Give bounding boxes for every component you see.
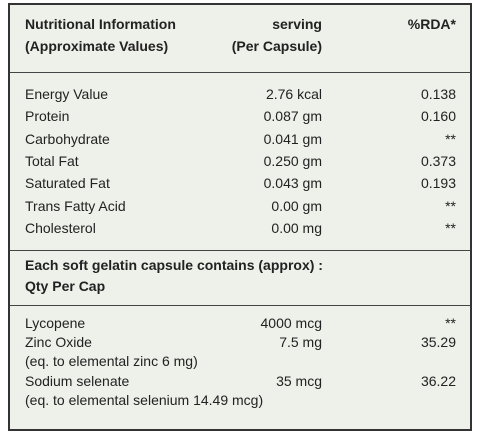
nutrient-name: Carbohydrate <box>25 130 110 147</box>
ingredient-qty: 35 mcg <box>276 373 322 389</box>
header-label: serving <box>272 16 322 32</box>
nutrient-rda: ** <box>445 197 456 214</box>
ingredient-rda: 36.22 <box>420 373 456 389</box>
nutrient-name: Cholesterol <box>25 219 96 236</box>
nutrient-name: Trans Fatty Acid <box>25 197 126 214</box>
section-subtitle: Qty Per Cap <box>25 278 106 294</box>
header-label: %RDA* <box>407 16 456 32</box>
ingredient-note: (eq. to elemental selenium 14.49 mcg) <box>25 392 264 408</box>
nutrient-name: Protein <box>25 108 70 125</box>
nutrient-rda: ** <box>445 130 456 147</box>
ingredient-qty: 7.5 mg <box>279 334 322 350</box>
nutrient-rda: 0.160 <box>420 108 456 125</box>
nutrient-serving: 0.087 gm <box>263 108 322 125</box>
divider <box>10 250 470 251</box>
ingredient-name: Zinc Oxide <box>25 334 92 350</box>
ingredient-qty: 4000 mcg <box>260 315 322 331</box>
section-title: Each soft gelatin capsule contains (appr… <box>25 257 323 273</box>
nutrient-rda: ** <box>445 219 456 236</box>
nutrient-name: Saturated Fat <box>25 175 110 192</box>
ingredient-rda: ** <box>445 315 456 331</box>
header-label: Nutritional Information <box>25 16 176 32</box>
ingredient-note: (eq. to elemental zinc 6 mg) <box>25 353 198 369</box>
nutrient-rda: 0.373 <box>420 152 456 169</box>
nutrient-name: Total Fat <box>25 152 79 169</box>
nutrient-serving: 2.76 kcal <box>265 86 322 102</box>
nutrient-serving: 0.00 mg <box>271 219 322 236</box>
nutrient-serving: 0.043 gm <box>263 175 322 192</box>
nutrition-panel: Nutritional Information (Approximate Valu… <box>8 3 472 431</box>
divider <box>10 305 470 306</box>
divider <box>10 72 470 73</box>
nutrient-serving: 0.041 gm <box>263 130 322 147</box>
header-label: (Approximate Values) <box>25 38 169 54</box>
header-label: (Per Capsule) <box>231 38 322 54</box>
nutrient-serving: 0.250 gm <box>263 152 322 169</box>
ingredient-rda: 35.29 <box>420 334 456 350</box>
nutrient-rda: 0.193 <box>420 175 456 192</box>
ingredient-name: Sodium selenate <box>25 373 130 389</box>
nutrient-name: Energy Value <box>25 86 109 102</box>
ingredient-name: Lycopene <box>25 315 86 331</box>
nutrient-rda: 0.138 <box>420 86 456 102</box>
nutrient-serving: 0.00 gm <box>271 197 322 214</box>
